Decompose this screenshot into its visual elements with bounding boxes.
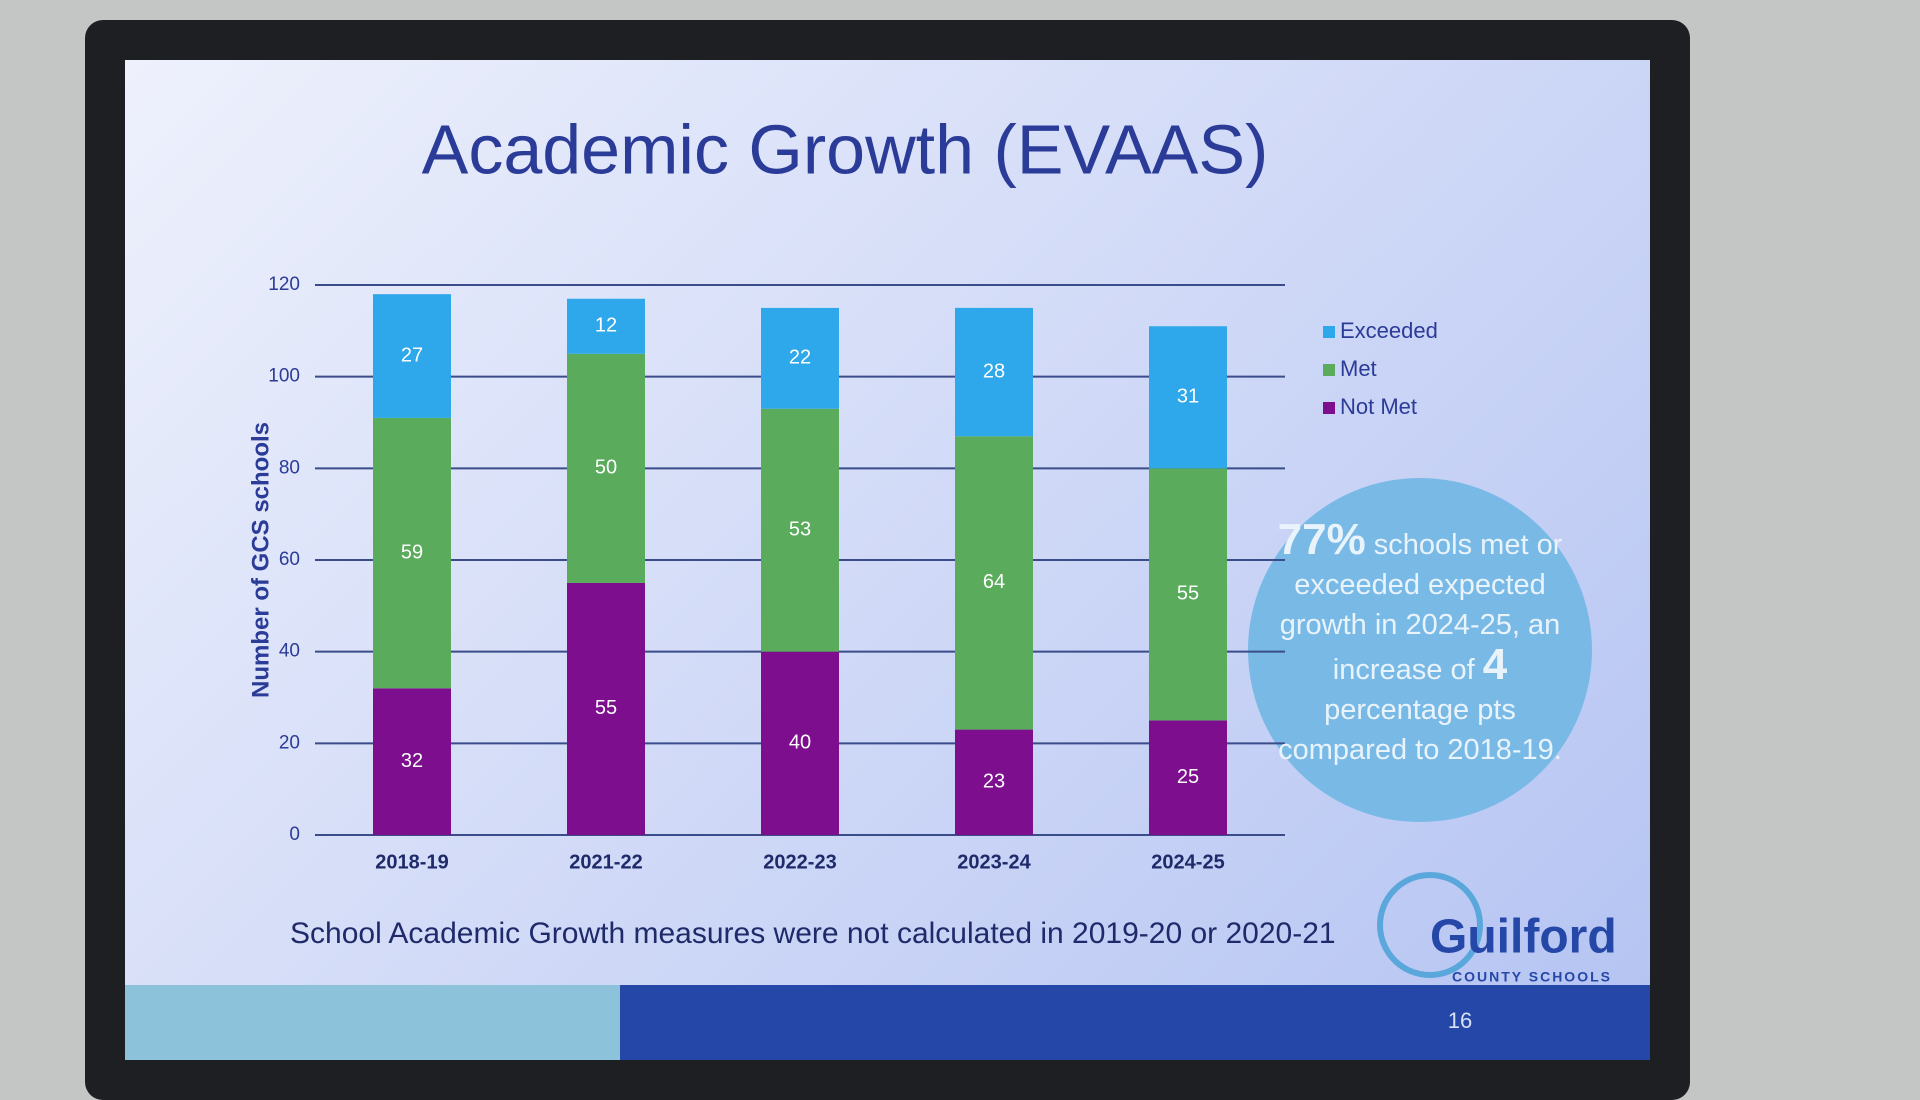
bar-segment bbox=[567, 353, 645, 583]
callout-number: 4 bbox=[1482, 640, 1508, 689]
bar-segment bbox=[955, 729, 1033, 835]
y-tick-label: 20 bbox=[279, 732, 300, 753]
y-tick-label: 0 bbox=[289, 824, 300, 845]
y-tick-label: 40 bbox=[279, 641, 300, 662]
bar-segment bbox=[761, 307, 839, 409]
bar-segment bbox=[761, 651, 839, 835]
data-label: 12 bbox=[595, 315, 617, 337]
bar-segment bbox=[1149, 720, 1227, 835]
logo-name: Guilford bbox=[1430, 911, 1617, 964]
bar-segment bbox=[373, 688, 451, 835]
data-label: 55 bbox=[595, 697, 617, 719]
bar-segment bbox=[373, 417, 451, 689]
bar-segment bbox=[1149, 468, 1227, 721]
y-tick-label: 100 bbox=[268, 366, 300, 387]
legend-label: Exceeded bbox=[1340, 318, 1438, 343]
bar-segment bbox=[955, 436, 1033, 730]
data-label: 40 bbox=[789, 732, 811, 754]
data-label: 22 bbox=[789, 347, 811, 369]
y-axis-label: Number of GCS schools bbox=[247, 422, 274, 698]
y-tick-label: 60 bbox=[279, 549, 300, 570]
data-label: 55 bbox=[1177, 583, 1199, 605]
callout-percent: 77% bbox=[1277, 515, 1366, 564]
footnote: School Academic Growth measures were not… bbox=[290, 917, 1336, 950]
footer-band-right bbox=[620, 985, 1650, 1060]
callout-text: 77% schools met or exceeded expected gro… bbox=[1275, 518, 1565, 770]
x-tick-label: 2021-22 bbox=[569, 851, 642, 873]
y-tick-label: 80 bbox=[279, 457, 300, 478]
x-tick-label: 2023-24 bbox=[957, 851, 1031, 873]
data-label: 64 bbox=[983, 571, 1005, 593]
data-label: 53 bbox=[789, 518, 811, 540]
bar-segment bbox=[567, 298, 645, 354]
data-label: 50 bbox=[595, 457, 617, 479]
bar-segment bbox=[373, 294, 451, 418]
legend-label: Met bbox=[1340, 356, 1377, 381]
callout-body: schools met or exceeded expected growth … bbox=[1279, 529, 1563, 686]
chart-title: Academic Growth (EVAAS) bbox=[422, 110, 1269, 188]
legend-swatch bbox=[1323, 364, 1335, 376]
legend-label: Not Met bbox=[1340, 394, 1417, 419]
callout-circle bbox=[1248, 478, 1592, 822]
data-label: 25 bbox=[1177, 766, 1199, 788]
page-number: 16 bbox=[1448, 1008, 1472, 1033]
x-tick-label: 2022-23 bbox=[763, 851, 836, 873]
data-label: 59 bbox=[401, 541, 423, 563]
logo-mark bbox=[1377, 872, 1483, 978]
bar-segment bbox=[567, 582, 645, 835]
x-tick-label: 2018-19 bbox=[375, 851, 448, 873]
data-label: 27 bbox=[401, 344, 423, 366]
data-label: 28 bbox=[983, 360, 1005, 382]
logo-subtitle: COUNTY SCHOOLS bbox=[1452, 969, 1612, 985]
data-label: 32 bbox=[401, 750, 423, 772]
y-tick-label: 120 bbox=[268, 274, 300, 295]
legend-swatch bbox=[1323, 402, 1335, 414]
callout-body: percentage pts compared to 2018-19. bbox=[1278, 694, 1562, 766]
bar-segment bbox=[955, 307, 1033, 437]
bar-segment bbox=[1149, 326, 1227, 469]
data-label: 31 bbox=[1177, 386, 1199, 408]
footer-band-left bbox=[125, 985, 620, 1060]
bar-segment bbox=[761, 408, 839, 652]
legend-swatch bbox=[1323, 326, 1335, 338]
data-label: 23 bbox=[983, 771, 1005, 793]
x-tick-label: 2024-25 bbox=[1151, 851, 1224, 873]
